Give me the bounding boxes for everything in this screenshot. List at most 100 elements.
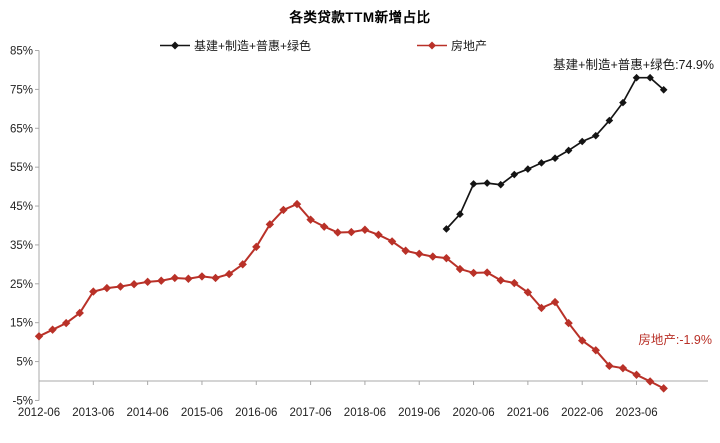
y-tick-label: 55%	[10, 162, 33, 174]
data-point-marker	[632, 370, 641, 379]
data-point-marker	[61, 318, 71, 328]
data-point-marker	[645, 377, 655, 386]
data-point-marker	[605, 361, 614, 371]
data-point-marker	[442, 225, 451, 233]
data-point-marker	[619, 98, 627, 107]
data-point-marker	[170, 273, 179, 283]
data-point-marker	[591, 346, 600, 355]
data-point-marker	[523, 288, 533, 297]
data-point-marker	[442, 253, 451, 263]
data-point-marker	[510, 170, 519, 179]
data-point-marker	[265, 220, 275, 229]
data-point-marker	[48, 325, 57, 334]
data-point-marker	[129, 279, 139, 289]
y-tick-label: 85%	[10, 46, 33, 58]
series-line	[445, 76, 665, 230]
line-diamond-marker-icon	[160, 41, 190, 50]
x-tick-label: 2016-06	[235, 407, 277, 419]
x-tick-label: 2017-06	[289, 407, 331, 419]
y-tick-label: -5%	[13, 395, 33, 407]
annotation-infra-value: 基建+制造+普惠+绿色:74.9%	[553, 58, 714, 72]
data-point-marker	[646, 73, 654, 82]
data-point-marker	[143, 277, 152, 287]
data-point-marker	[659, 384, 668, 393]
data-point-marker	[469, 180, 478, 188]
data-point-marker	[537, 159, 546, 167]
data-point-marker	[157, 276, 166, 285]
data-point-marker	[578, 336, 587, 345]
y-tick-label: 65%	[10, 123, 33, 135]
series-realestate	[34, 199, 668, 393]
x-tick-label: 2021-06	[507, 407, 549, 419]
y-tick-label: 75%	[10, 84, 33, 96]
x-tick-label: 2015-06	[181, 407, 223, 419]
data-point-marker	[374, 230, 383, 240]
y-tick-label: 45%	[10, 201, 33, 213]
data-point-marker	[211, 273, 220, 283]
data-point-marker	[319, 222, 329, 231]
x-tick-label: 2013-06	[72, 407, 114, 419]
data-point-marker	[279, 205, 288, 215]
y-tick-label: 35%	[10, 240, 33, 252]
data-point-marker	[387, 237, 397, 246]
data-point-marker	[116, 282, 125, 291]
data-point-marker	[34, 332, 44, 341]
data-point-marker	[224, 269, 234, 279]
data-point-marker	[564, 146, 573, 155]
data-point-marker	[605, 116, 614, 125]
data-point-marker	[238, 260, 247, 269]
y-tick-label: 25%	[10, 279, 33, 291]
data-point-marker	[75, 308, 84, 318]
annotation-realestate-value: 房地产:-1.9%	[638, 333, 712, 347]
data-point-marker	[401, 246, 410, 255]
x-tick-label: 2012-06	[18, 407, 60, 419]
x-tick-label: 2014-06	[127, 407, 169, 419]
data-point-marker	[551, 154, 559, 163]
data-point-marker	[618, 363, 628, 373]
line-diamond-marker-icon	[417, 41, 447, 50]
data-point-marker	[197, 272, 207, 281]
data-point-marker	[333, 228, 342, 237]
data-point-marker	[102, 283, 112, 293]
legend-item-infra: 基建+制造+普惠+绿色	[160, 37, 311, 54]
data-point-marker	[632, 73, 641, 82]
y-tick-label: 15%	[10, 318, 33, 330]
chart-title: 各类贷款TTM新增占比	[289, 10, 431, 25]
data-point-marker	[89, 287, 98, 296]
data-point-marker	[578, 137, 586, 146]
data-point-marker	[524, 165, 532, 173]
data-point-marker	[347, 227, 356, 237]
data-point-marker	[456, 210, 464, 219]
data-point-marker	[455, 264, 465, 274]
x-tick-label: 2020-06	[452, 407, 494, 419]
data-point-marker	[306, 215, 315, 224]
data-point-marker	[360, 225, 370, 234]
series-infra	[442, 73, 668, 233]
data-point-marker	[415, 249, 424, 259]
data-point-marker	[483, 179, 491, 187]
data-point-marker	[591, 131, 600, 140]
y-tick-label: 5%	[16, 357, 33, 369]
data-point-marker	[496, 180, 505, 189]
x-tick-label: 2023-06	[615, 407, 657, 419]
data-point-marker	[537, 303, 546, 313]
legend-label: 房地产	[451, 39, 488, 53]
data-point-marker	[482, 268, 492, 277]
data-point-marker	[292, 199, 302, 209]
data-point-marker	[469, 268, 478, 278]
legend-label: 基建+制造+普惠+绿色	[194, 39, 312, 53]
data-point-marker	[428, 252, 438, 261]
data-point-marker	[564, 318, 573, 328]
data-point-marker	[252, 242, 261, 252]
x-tick-label: 2018-06	[344, 407, 386, 419]
data-point-marker	[496, 276, 505, 285]
legend-item-realestate: 房地产	[417, 37, 487, 54]
data-point-marker	[184, 274, 193, 283]
data-point-marker	[550, 297, 560, 307]
x-tick-label: 2019-06	[398, 407, 440, 419]
x-tick-label: 2022-06	[561, 407, 603, 419]
data-point-marker	[659, 85, 668, 94]
data-point-marker	[510, 278, 519, 288]
